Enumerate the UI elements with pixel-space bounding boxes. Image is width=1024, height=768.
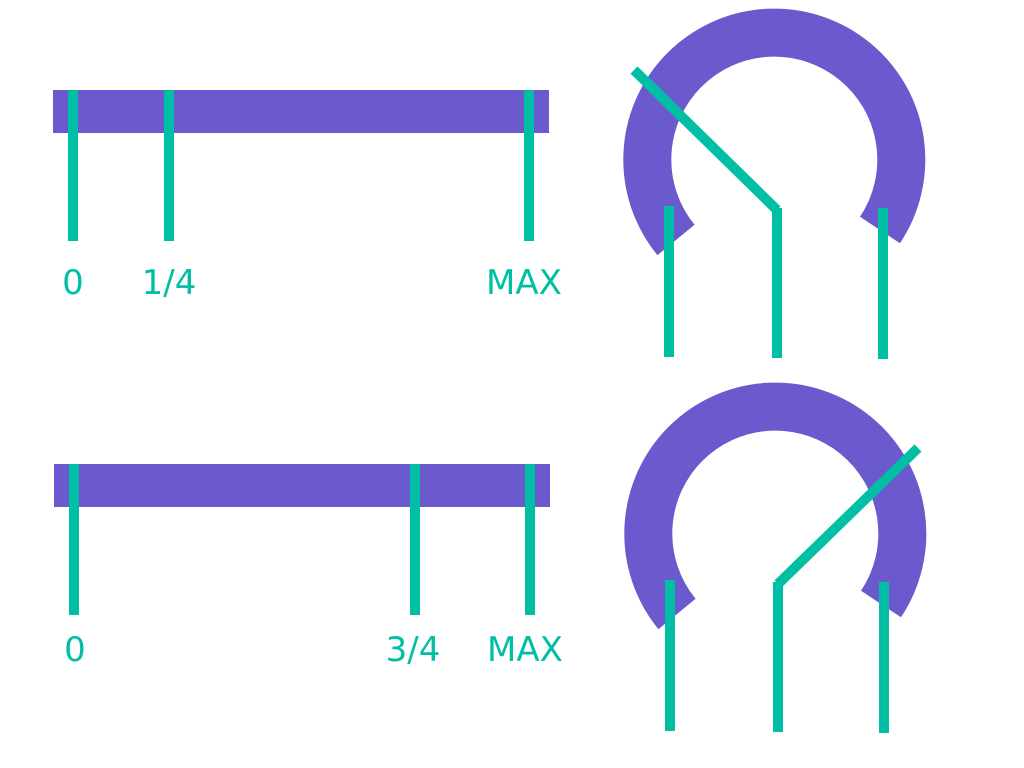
rotary-track [624, 382, 927, 630]
linear-pot-quarter: 0 1/4 MAX [53, 90, 562, 303]
label-min: 0 [62, 263, 84, 303]
label-min: 0 [64, 630, 86, 670]
label-wiper: 3/4 [386, 630, 441, 670]
rotary-pot-three-quarter [624, 382, 927, 733]
wiper-arm [774, 444, 922, 588]
label-max: MAX [487, 630, 563, 670]
rotary-pot-quarter [623, 8, 926, 359]
label-wiper: 1/4 [142, 263, 197, 303]
rotary-track [623, 8, 926, 256]
linear-track [54, 464, 550, 507]
linear-track [53, 90, 549, 133]
label-max: MAX [486, 263, 562, 303]
wiper-arm [630, 66, 781, 214]
linear-pot-three-quarter: 0 3/4 MAX [54, 464, 563, 670]
